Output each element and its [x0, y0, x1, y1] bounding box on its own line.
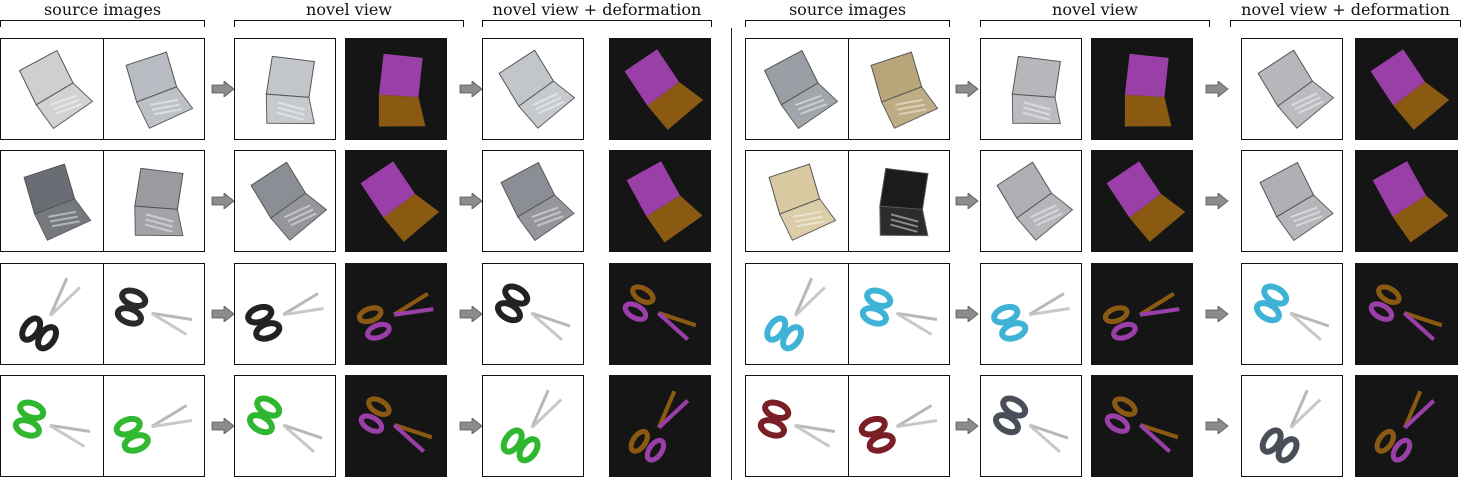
right-row4-novel-view: [980, 375, 1082, 477]
right-row1-deformed-view: [1241, 38, 1343, 140]
source-image: [103, 151, 205, 251]
header-novel-view-left: novel view: [234, 0, 464, 34]
left-row1-deformed-view: [482, 38, 584, 140]
left-row1-novel-view: [234, 38, 336, 140]
right-row1-part-mask: [1091, 38, 1193, 140]
pair-divider: [102, 264, 104, 364]
header-deformation-left: novel view + deformation: [482, 0, 712, 34]
source-image: [848, 376, 950, 476]
header-label: novel view + deformation: [492, 0, 702, 19]
right-row3-deformed-view: [1241, 263, 1343, 365]
right-row4-arrow-2: [1205, 418, 1229, 434]
source-image: [103, 39, 205, 139]
left-row3-novel-view: [234, 263, 336, 365]
header-label: novel view + deformation: [1241, 0, 1450, 19]
left-row4-arrow-2: [459, 418, 483, 434]
header-source-images-right: source images: [745, 0, 950, 34]
left-row3-deformed-mask: [609, 263, 711, 365]
source-image: [1, 376, 103, 476]
right-row3-part-mask: [1091, 263, 1193, 365]
group-separator: [731, 28, 732, 480]
header-label: source images: [43, 0, 162, 19]
right-row2-arrow-1: [955, 193, 979, 209]
pair-divider: [102, 151, 104, 251]
header-source-images-left: source images: [0, 0, 205, 34]
left-row1-source-pair: [0, 38, 205, 140]
left-row4-deformed-mask: [609, 375, 711, 477]
left-row2-novel-view: [234, 150, 336, 252]
right-row2-deformed-mask: [1355, 150, 1458, 252]
left-row4-novel-view: [234, 375, 336, 477]
pair-divider: [847, 264, 849, 364]
header-label: source images: [788, 0, 907, 19]
pair-divider: [102, 376, 104, 476]
left-row3-part-mask: [345, 263, 447, 365]
header-label: novel view: [306, 0, 392, 19]
right-row1-novel-view: [980, 38, 1082, 140]
header-novel-view-right: novel view: [980, 0, 1210, 34]
source-image: [746, 264, 848, 364]
right-row4-deformed-mask: [1355, 375, 1458, 477]
right-row3-arrow-1: [955, 306, 979, 322]
left-row3-source-pair: [0, 263, 205, 365]
pair-divider: [847, 376, 849, 476]
pair-divider: [847, 151, 849, 251]
left-row4-deformed-view: [482, 375, 584, 477]
left-row2-part-mask: [345, 150, 447, 252]
left-row2-deformed-mask: [609, 150, 711, 252]
left-row1-arrow-1: [211, 81, 235, 97]
right-row1-deformed-mask: [1355, 38, 1458, 140]
right-row3-arrow-2: [1205, 306, 1229, 322]
left-row4-arrow-1: [211, 418, 235, 434]
left-row3-deformed-view: [482, 263, 584, 365]
source-image: [848, 39, 950, 139]
right-row2-deformed-view: [1241, 150, 1343, 252]
right-row1-arrow-2: [1205, 81, 1229, 97]
right-row3-deformed-mask: [1355, 263, 1458, 365]
right-row1-arrow-1: [955, 81, 979, 97]
source-image: [848, 151, 950, 251]
header-label: novel view: [1052, 0, 1138, 19]
left-row3-arrow-2: [459, 306, 483, 322]
left-row4-part-mask: [345, 375, 447, 477]
pair-divider: [102, 39, 104, 139]
source-image: [746, 151, 848, 251]
left-row2-source-pair: [0, 150, 205, 252]
right-row2-source-pair: [745, 150, 950, 252]
source-image: [1, 151, 103, 251]
source-image: [746, 376, 848, 476]
left-row1-arrow-2: [459, 81, 483, 97]
source-image: [1, 264, 103, 364]
left-row1-deformed-mask: [609, 38, 711, 140]
left-row2-arrow-1: [211, 193, 235, 209]
header-deformation-right: novel view + deformation: [1230, 0, 1461, 34]
pair-divider: [847, 39, 849, 139]
right-row2-part-mask: [1091, 150, 1193, 252]
left-row1-part-mask: [345, 38, 447, 140]
source-image: [103, 376, 205, 476]
left-row2-arrow-2: [459, 193, 483, 209]
source-image: [848, 264, 950, 364]
source-image: [1, 39, 103, 139]
right-row2-novel-view: [980, 150, 1082, 252]
right-row1-source-pair: [745, 38, 950, 140]
right-row4-arrow-1: [955, 418, 979, 434]
source-image: [103, 264, 205, 364]
left-row3-arrow-1: [211, 306, 235, 322]
left-row2-deformed-view: [482, 150, 584, 252]
source-image: [746, 39, 848, 139]
right-row2-arrow-2: [1205, 193, 1229, 209]
right-row4-part-mask: [1091, 375, 1193, 477]
right-row4-source-pair: [745, 375, 950, 477]
right-row3-source-pair: [745, 263, 950, 365]
left-row4-source-pair: [0, 375, 205, 477]
right-row4-deformed-view: [1241, 375, 1343, 477]
right-row3-novel-view: [980, 263, 1082, 365]
